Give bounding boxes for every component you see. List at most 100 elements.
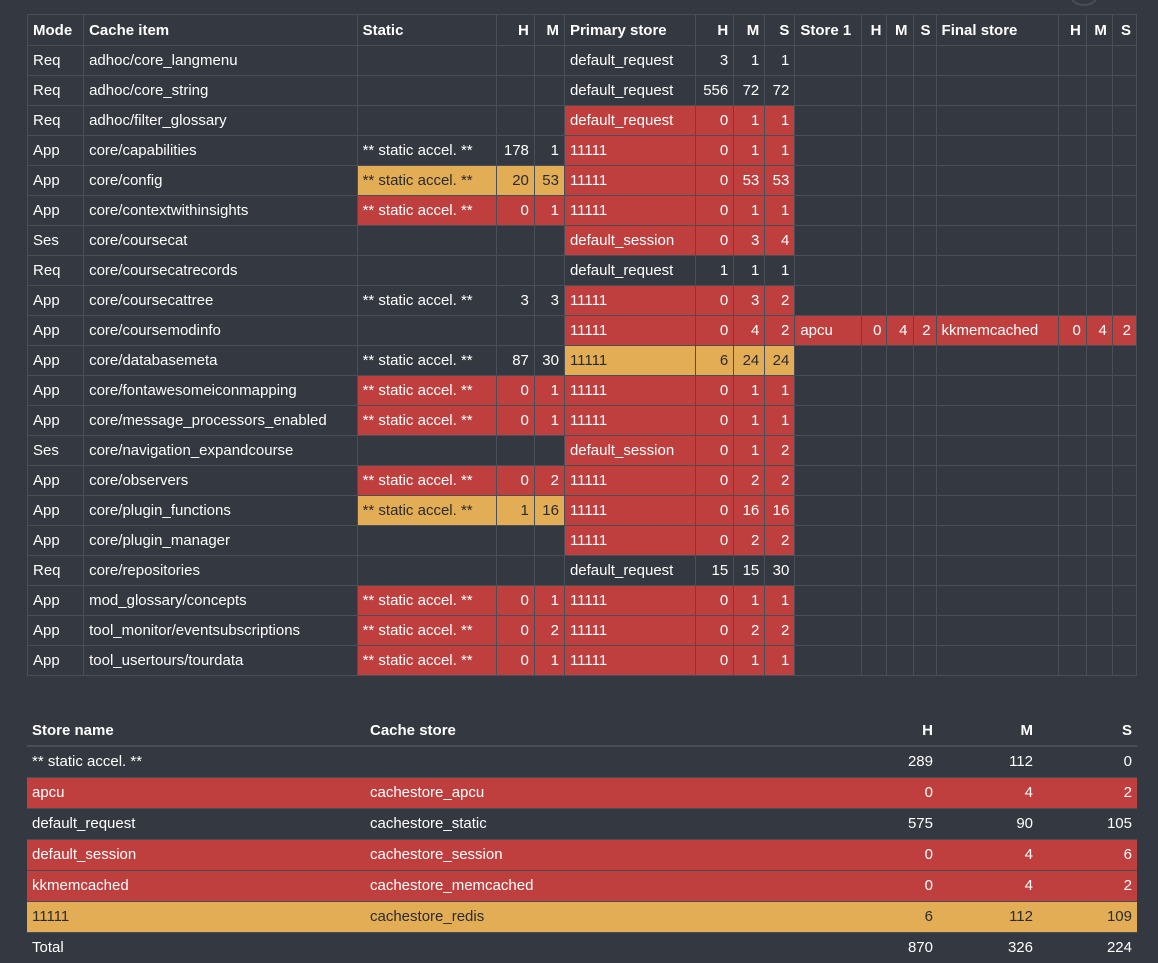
static-store-cell	[356, 45, 497, 76]
final-misses-cell	[1085, 345, 1113, 376]
store-row: kkmemcached cachestore_memcached 0 4 2	[27, 870, 1137, 902]
primary-store-cell: 11111	[563, 495, 697, 526]
primary-misses-cell: 15	[733, 555, 766, 586]
store1-sets-cell	[912, 345, 937, 376]
mode-cell: Req	[26, 45, 85, 76]
col-final-m: M	[1085, 14, 1113, 46]
static-hits-cell: 3	[495, 285, 535, 316]
store1-misses-cell	[886, 645, 914, 676]
store1-cell	[794, 75, 863, 106]
store1-hits-cell	[861, 255, 888, 286]
primary-store-cell: default_session	[563, 435, 697, 466]
final-sets-cell	[1111, 405, 1138, 436]
store1-sets-cell	[912, 615, 937, 646]
primary-store-cell: default_request	[563, 255, 697, 286]
static-misses-cell	[533, 255, 565, 286]
primary-sets-cell: 2	[764, 285, 796, 316]
static-misses-cell: 2	[533, 465, 565, 496]
total-row: Total 870 326 224	[27, 932, 1137, 963]
static-store-cell	[356, 525, 497, 556]
col-final-s: S	[1111, 14, 1138, 46]
final-sets-cell	[1111, 75, 1138, 106]
primary-sets-cell: 1	[764, 105, 796, 136]
cache-store-cell: cachestore_session	[365, 839, 865, 871]
col-store1: Store 1	[794, 14, 863, 46]
final-hits-cell	[1057, 435, 1087, 466]
cache-row: App core/coursemodinfo 11111 0 4 2 apcu 0 4 2 kkme…	[26, 315, 1138, 346]
primary-hits-cell: 1	[695, 255, 735, 286]
final-store-cell	[935, 435, 1059, 466]
final-store-cell	[935, 555, 1059, 586]
primary-store-cell: 11111	[563, 375, 697, 406]
store1-hits-cell	[861, 75, 888, 106]
final-store-cell	[935, 465, 1059, 496]
col-store-m: M	[938, 715, 1038, 747]
final-store-cell	[935, 195, 1059, 226]
store1-misses-cell	[886, 165, 914, 196]
cache-store-cell: cachestore_redis	[365, 901, 865, 933]
primary-hits-cell: 15	[695, 555, 735, 586]
final-misses-cell	[1085, 435, 1113, 466]
cache-row: App core/plugin_manager 11111 0 2 2	[26, 525, 1138, 556]
static-store-cell	[356, 225, 497, 256]
final-hits-cell	[1057, 165, 1087, 196]
cache-row: Req core/coursecatrecords default_request 1…	[26, 255, 1138, 286]
store1-cell	[794, 105, 863, 136]
total-label: Total	[32, 939, 64, 957]
final-sets-cell	[1111, 285, 1138, 316]
store-hits-cell: 6	[865, 901, 938, 933]
mode-cell: Req	[26, 75, 85, 106]
col-static-h: H	[495, 14, 535, 46]
store-row: default_request cachestore_static 575 90 105	[27, 808, 1137, 840]
store1-misses-cell	[886, 405, 914, 436]
primary-hits-cell: 0	[695, 225, 735, 256]
cache-store-cell: cachestore_memcached	[365, 870, 865, 902]
total-empty	[365, 932, 865, 963]
store1-cell	[794, 405, 863, 436]
primary-misses-cell: 1	[733, 585, 766, 616]
primary-misses-cell: 1	[733, 45, 766, 76]
store1-cell	[794, 435, 863, 466]
store1-hits-cell	[861, 195, 888, 226]
cache-item-cell: core/capabilities	[83, 135, 358, 166]
store1-hits-cell	[861, 465, 888, 496]
static-misses-cell	[533, 75, 565, 106]
static-store-cell: ** static accel. **	[356, 285, 497, 316]
store1-misses-cell	[886, 495, 914, 526]
mode-cell: App	[26, 525, 85, 556]
partial-icon	[1070, 0, 1098, 6]
store1-cell	[794, 255, 863, 286]
static-misses-cell	[533, 105, 565, 136]
static-misses-cell	[533, 315, 565, 346]
final-store-cell	[935, 345, 1059, 376]
final-sets-cell	[1111, 225, 1138, 256]
cache-usage-table: Mode Cache item Static H M Primary store…	[26, 14, 1138, 676]
store1-hits-cell	[861, 615, 888, 646]
store1-cell: apcu	[794, 315, 863, 346]
store1-sets-cell	[912, 165, 937, 196]
final-sets-cell	[1111, 615, 1138, 646]
cache-row: Req adhoc/core_string default_request 556 72…	[26, 75, 1138, 106]
store1-cell	[794, 465, 863, 496]
col-static-m: M	[533, 14, 565, 46]
final-misses-cell	[1085, 195, 1113, 226]
store-sets-cell: 2	[1038, 777, 1137, 809]
primary-sets-cell: 2	[764, 315, 796, 346]
mode-cell: App	[26, 165, 85, 196]
static-store-cell	[356, 105, 497, 136]
static-hits-cell	[495, 105, 535, 136]
primary-misses-cell: 72	[733, 75, 766, 106]
store1-sets-cell	[912, 555, 937, 586]
cache-row: App core/coursecattree ** static accel. **…	[26, 285, 1138, 316]
primary-misses-cell: 1	[733, 645, 766, 676]
final-hits-cell	[1057, 615, 1087, 646]
mode-cell: App	[26, 405, 85, 436]
store1-hits-cell	[861, 495, 888, 526]
static-hits-cell	[495, 315, 535, 346]
cache-item-cell: core/repositories	[83, 555, 358, 586]
primary-sets-cell: 1	[764, 405, 796, 436]
final-misses-cell	[1085, 225, 1113, 256]
store1-sets-cell	[912, 45, 937, 76]
store1-hits-cell	[861, 585, 888, 616]
primary-store-cell: 11111	[563, 585, 697, 616]
